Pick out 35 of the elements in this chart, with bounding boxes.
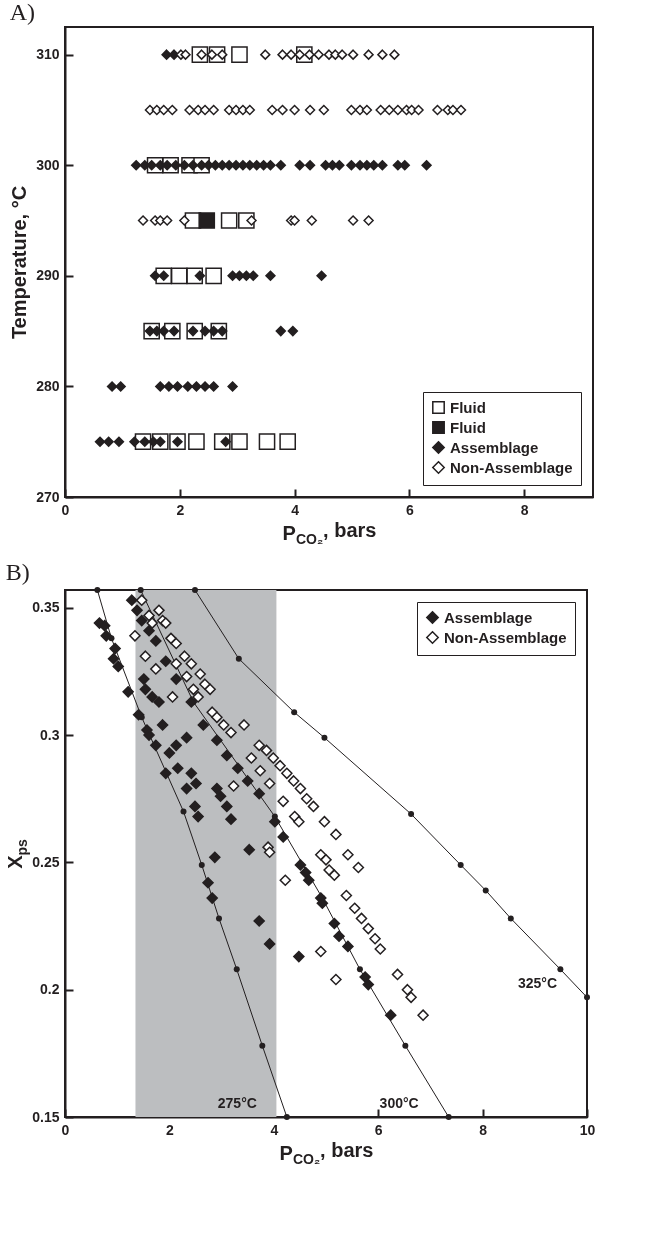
annotation: 300°C xyxy=(379,1095,419,1111)
y-tick-label: 290 xyxy=(36,267,60,284)
x-tick-label: 6 xyxy=(374,1121,383,1138)
x-axis-title: P$_{CO₂}$, bars xyxy=(282,519,377,548)
legend-label: Fluid xyxy=(450,418,486,436)
x-tick-label: 6 xyxy=(405,501,414,518)
y-tick-label: 270 xyxy=(36,488,60,505)
y-tick-label: 0.2 xyxy=(40,981,60,998)
x-axis-title: P$_{CO₂}$, bars xyxy=(279,1139,374,1168)
legend-label: Assemblage xyxy=(450,438,539,456)
y-tick-label: 300 xyxy=(36,156,60,173)
annotation: 275°C xyxy=(217,1095,257,1111)
y-tick-label: 0.35 xyxy=(32,599,60,616)
y-tick-label: 280 xyxy=(36,377,60,394)
legend-label: Non-Assemblage xyxy=(444,628,567,646)
x-tick-label: 10 xyxy=(579,1121,596,1138)
y-tick-label: 0.3 xyxy=(40,726,60,743)
x-tick-label: 4 xyxy=(270,1121,279,1138)
x-tick-label: 0 xyxy=(61,1121,70,1138)
chart-title: B) xyxy=(5,559,30,585)
x-tick-label: 0 xyxy=(61,501,70,518)
y-tick-label: 310 xyxy=(36,46,60,63)
y-axis-title: Temperature, °C xyxy=(8,185,31,340)
y-tick-label: 0.15 xyxy=(32,1108,60,1125)
legend-label: Non-Assemblage xyxy=(450,458,573,476)
y-tick-label: 0.25 xyxy=(32,853,60,870)
x-tick-label: 4 xyxy=(291,501,300,518)
x-tick-label: 2 xyxy=(176,501,185,518)
legend-label: Assemblage xyxy=(444,608,533,626)
legend-label: Fluid xyxy=(450,398,486,416)
x-tick-label: 8 xyxy=(520,501,529,518)
x-tick-label: 2 xyxy=(166,1121,174,1138)
chart-title: A) xyxy=(9,0,35,25)
annotation: 325°C xyxy=(517,975,557,992)
x-tick-label: 8 xyxy=(479,1121,488,1138)
